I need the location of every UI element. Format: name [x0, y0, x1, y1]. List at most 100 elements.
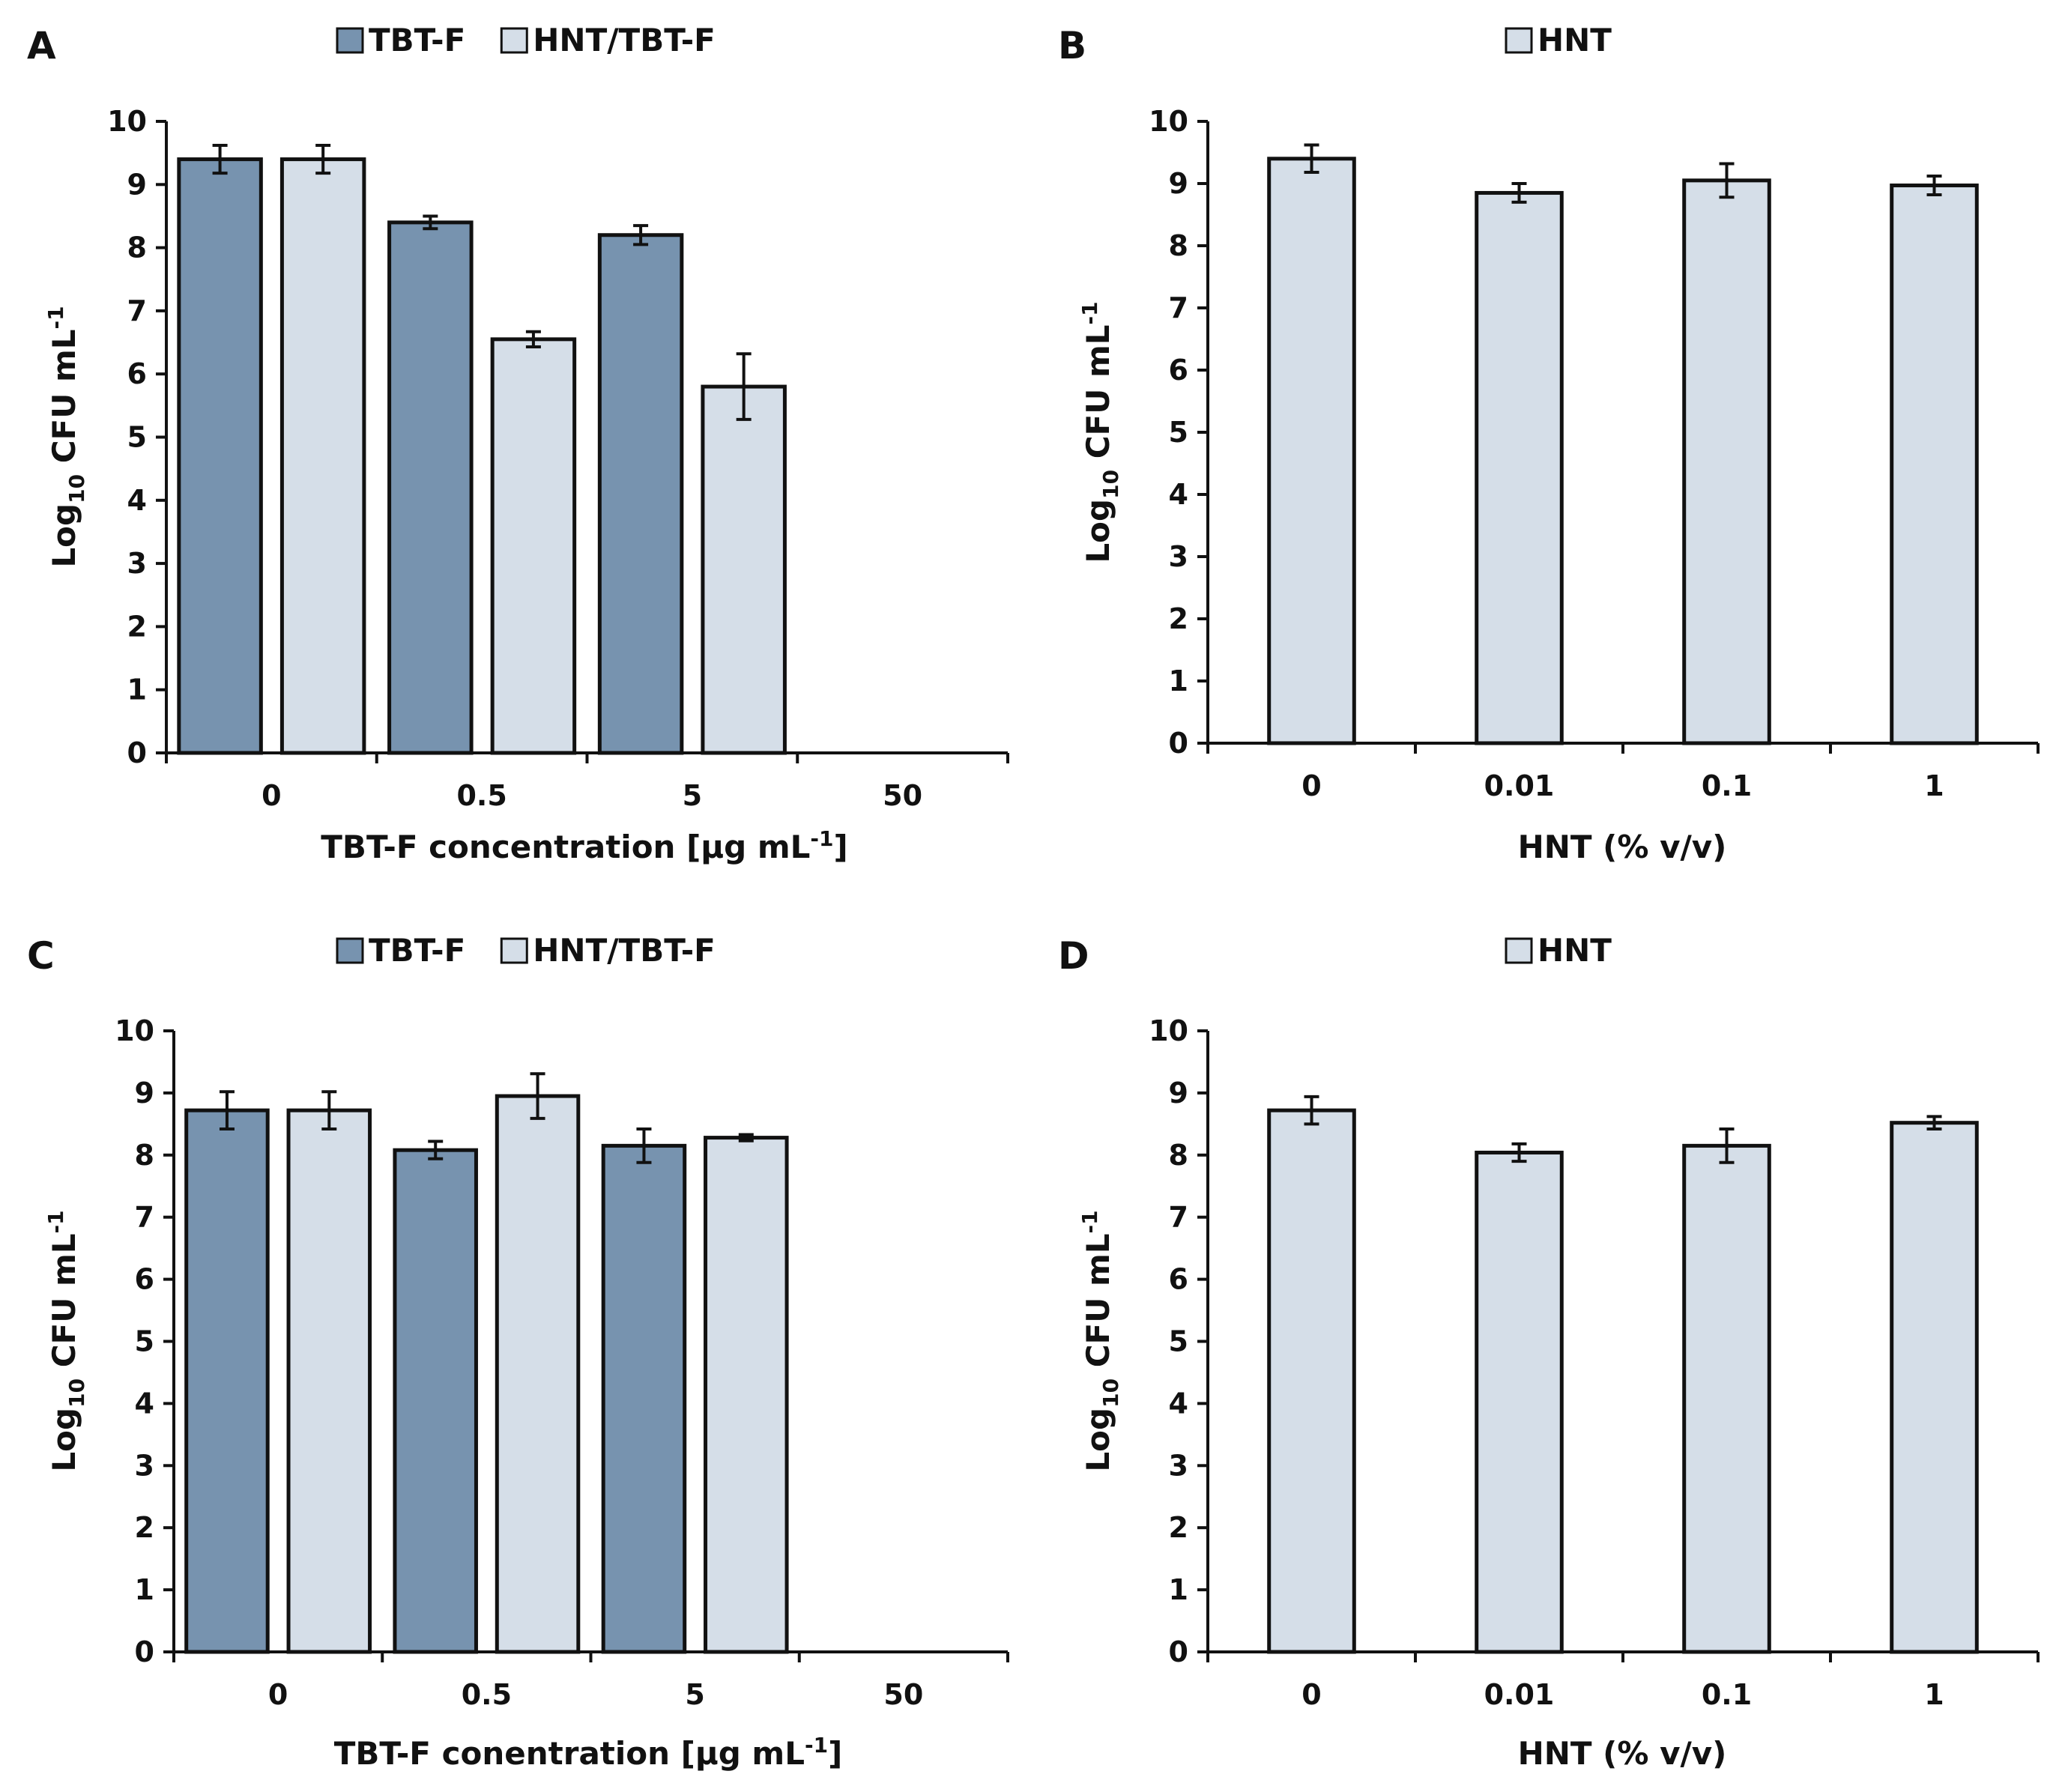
x-tick-label: 1: [1924, 1678, 1944, 1711]
y-tick-label: 7: [1169, 1201, 1188, 1234]
x-axis-title: HNT (% v/v): [1518, 829, 1727, 865]
bar: [601, 1143, 687, 1654]
x-tick-label: 0.1: [1702, 769, 1752, 802]
y-tick-label: 4: [135, 1387, 154, 1420]
x-tick-label: 0.5: [456, 779, 507, 812]
x-tick-label: 5: [683, 779, 702, 812]
legend: TBT-F HNT/TBT-F: [336, 22, 716, 58]
y-tick-label: 1: [1169, 665, 1188, 697]
bars: [177, 144, 787, 755]
y-axis-title: Log10 CFU mL-1: [43, 1210, 89, 1471]
legend-swatch: [1505, 27, 1533, 54]
bar: [184, 1108, 270, 1654]
y-tick-label: 10: [107, 105, 147, 138]
y-tick-label: 8: [127, 231, 147, 264]
y-tick-label: 2: [1169, 602, 1188, 635]
y-axis: 0 1 2 3 4 5 6 7 8 9 10: [1149, 105, 1209, 760]
bar: [1475, 190, 1564, 745]
y-tick-label: 1: [1169, 1573, 1188, 1606]
x-tick-label: 0.01: [1484, 769, 1555, 802]
y-tick-label: 1: [127, 673, 147, 706]
y-axis-title: Log10 CFU mL-1: [1077, 1210, 1123, 1471]
y-tick-label: 10: [1149, 105, 1188, 138]
bar: [1475, 1150, 1564, 1654]
x-axis: 0 0.01 0.1 1: [1206, 1650, 2040, 1711]
panel-letter: A: [27, 24, 56, 67]
y-axis: 0 1 2 3 4 5 6 7 8 9 10: [107, 105, 168, 769]
legend-swatch: [500, 27, 528, 54]
x-tick-label: 0: [1301, 769, 1321, 802]
x-axis: 0 0.5 5 50: [172, 1650, 1009, 1711]
legend-swatch: [336, 937, 364, 964]
x-tick-label: 0.1: [1702, 1678, 1752, 1711]
legend: HNT: [1505, 22, 1612, 58]
y-tick-label: 9: [127, 168, 147, 201]
bars: [1267, 1095, 1979, 1654]
y-axis: 0 1 2 3 4 5 6 7 8 9 10: [1149, 1014, 1209, 1668]
bar: [701, 384, 787, 755]
y-tick-label: 2: [135, 1511, 154, 1544]
bar: [387, 220, 474, 755]
bar: [393, 1148, 478, 1654]
y-tick-label: 4: [1169, 478, 1188, 511]
x-tick-label: 0: [1301, 1678, 1321, 1711]
bar: [279, 157, 366, 755]
y-tick-label: 5: [135, 1325, 154, 1358]
y-tick-label: 6: [127, 357, 147, 390]
legend-label: HNT/TBT-F: [533, 22, 716, 58]
bar: [1267, 157, 1356, 745]
y-tick-label: 2: [127, 610, 147, 643]
y-tick-label: 9: [135, 1077, 154, 1110]
panel-a: A TBT-F HNT/TBT-F 0 1 2 3 4 5 6 7 8 9 10 0 0.5 5 50 TBT-F …: [27, 22, 1009, 865]
panel-c: C TBT-F HNT/TBT-F 0 1 2 3 4 5 6 7 8 9 10 0 0.5 5 50 TBT-F …: [27, 932, 1009, 1772]
bar: [597, 233, 684, 755]
x-tick-label: 1: [1924, 769, 1944, 802]
y-tick-label: 6: [1169, 1263, 1188, 1296]
x-tick-label: 0.01: [1484, 1678, 1555, 1711]
bar: [495, 1094, 581, 1654]
legend-label: HNT: [1538, 22, 1612, 58]
y-tick-label: 3: [1169, 540, 1188, 573]
x-tick-label: 5: [685, 1678, 704, 1711]
y-axis-title: Log10 CFU mL-1: [43, 306, 89, 567]
y-tick-label: 1: [135, 1573, 154, 1606]
x-axis: 0 0.01 0.1 1: [1206, 742, 2040, 802]
y-tick-label: 7: [127, 294, 147, 327]
bar: [177, 157, 263, 755]
bar: [1267, 1108, 1356, 1654]
y-tick-label: 5: [127, 421, 147, 454]
y-tick-label: 4: [127, 484, 147, 517]
x-tick-label: 0: [268, 1678, 288, 1711]
y-tick-label: 3: [135, 1449, 154, 1482]
panel-b: B HNT 0 1 2 3 4 5 6 7 8 9 10 0 0.01 0.1 1 HNT (% v/v) Log1…: [1058, 22, 2040, 865]
legend-label: TBT-F: [369, 22, 465, 58]
bars: [1267, 143, 1979, 745]
legend-label: HNT: [1538, 932, 1612, 969]
y-tick-label: 0: [127, 736, 147, 769]
y-axis-title: Log10 CFU mL-1: [1077, 301, 1123, 563]
panel-letter: D: [1058, 934, 1089, 978]
bar: [286, 1108, 372, 1654]
x-axis: 0 0.5 5 50: [165, 751, 1009, 812]
y-tick-label: 9: [1169, 1077, 1188, 1110]
x-axis-title: TBT-F conentration [µg mL-1]: [334, 1733, 843, 1772]
legend-swatch: [500, 937, 528, 964]
y-tick-label: 7: [135, 1201, 154, 1234]
y-tick-label: 7: [1169, 291, 1188, 324]
bar: [1682, 178, 1771, 745]
y-tick-label: 5: [1169, 1325, 1188, 1358]
y-tick-label: 0: [135, 1635, 154, 1668]
legend-swatch: [336, 27, 364, 54]
legend: TBT-F HNT/TBT-F: [336, 932, 716, 969]
bar: [1890, 1121, 1979, 1654]
y-tick-label: 10: [115, 1014, 154, 1047]
y-tick-label: 6: [1169, 354, 1188, 387]
y-tick-label: 0: [1169, 1635, 1188, 1668]
y-tick-label: 10: [1149, 1014, 1188, 1047]
y-tick-label: 8: [135, 1139, 154, 1172]
legend-swatch: [1505, 937, 1533, 964]
y-tick-label: 6: [135, 1263, 154, 1296]
x-axis-title: TBT-F concentration [µg mL-1]: [321, 826, 847, 865]
panel-letter: C: [27, 934, 55, 978]
